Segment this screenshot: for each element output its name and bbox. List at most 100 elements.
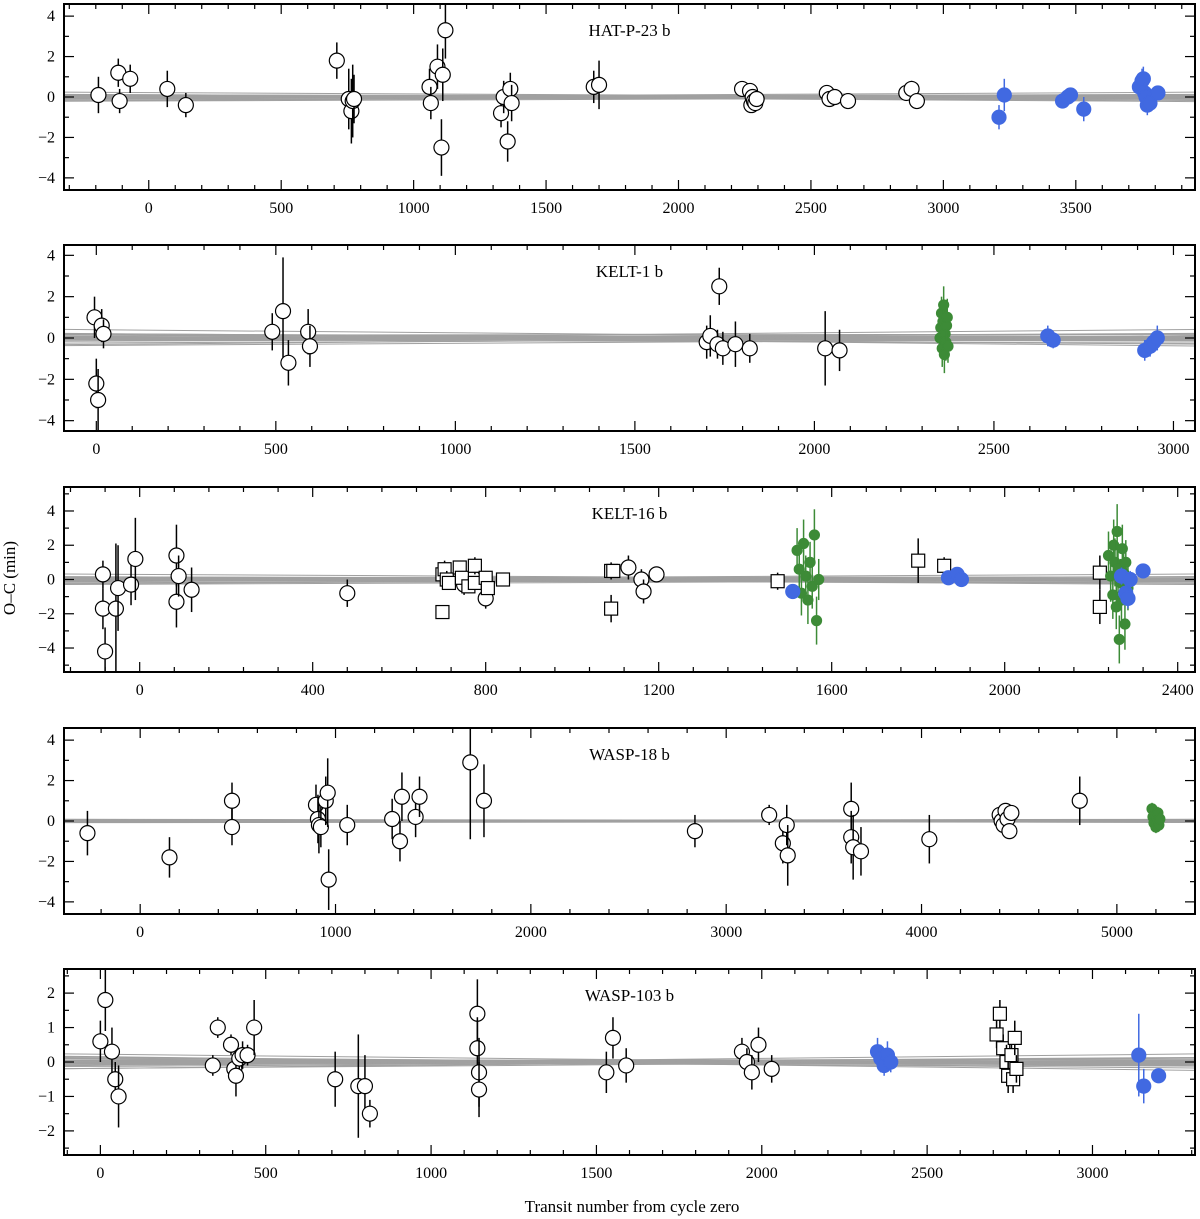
y-tick-label: 0 (47, 89, 55, 106)
y-tick-label: 2 (47, 773, 55, 790)
data-point-circle (797, 537, 810, 550)
data-point-circle (604, 1029, 622, 1046)
panel-title: HAT-P-23 b (588, 21, 670, 40)
y-tick-label: −2 (38, 129, 55, 146)
data-point-square (435, 604, 450, 620)
data-point-circle (711, 278, 728, 295)
data-point-circle (761, 806, 778, 824)
data-point-square (480, 580, 495, 596)
data-point-circle (785, 583, 801, 600)
data-point-circle (996, 87, 1012, 103)
data-point-circle (107, 600, 125, 617)
y-tick-label: −4 (38, 413, 55, 430)
data-point-circle (686, 823, 704, 840)
x-tick-label: 1000 (415, 1165, 447, 1182)
y-tick-label: −4 (38, 640, 55, 657)
data-point-circle (763, 1060, 780, 1077)
data-point-circle (239, 1047, 256, 1064)
data-point-square (992, 1006, 1007, 1021)
y-tick-label: −4 (38, 170, 55, 187)
panel-2: 0 500 1000 1500 2000 2500 3000 −4 −2 0 2 4 KELT-1 b (38, 244, 1196, 458)
data-point-circle (618, 1057, 635, 1074)
x-tick-label: 2500 (795, 200, 827, 217)
panel-title: WASP-103 b (585, 986, 674, 1005)
data-point-circle (1135, 71, 1151, 87)
data-point-circle (1120, 556, 1132, 568)
data-point-circle (94, 566, 112, 583)
data-point-circle (590, 76, 608, 93)
data-point-circle (1003, 804, 1020, 822)
x-tick-label: 4000 (906, 924, 938, 941)
data-point-circle (883, 1054, 899, 1070)
data-point-circle (1136, 1078, 1152, 1094)
data-point-circle (96, 643, 114, 660)
data-point-circle (274, 303, 292, 320)
data-point-square (1092, 599, 1107, 615)
plot-area (64, 728, 1195, 910)
x-tick-label: 0 (92, 441, 100, 458)
data-point-circle (1131, 1047, 1147, 1063)
data-point-circle (361, 1105, 378, 1122)
data-point-circle (748, 90, 765, 108)
data-point-circle (79, 825, 96, 842)
data-point-circle (1135, 563, 1151, 579)
data-point-circle (407, 808, 424, 826)
data-point-circle (727, 336, 744, 353)
data-point-circle (384, 810, 401, 828)
data-point-circle (227, 1067, 245, 1084)
y-tick-label: 4 (47, 8, 55, 25)
data-point-circle (433, 139, 450, 156)
data-point-circle (817, 340, 834, 357)
x-tick-label: 0 (145, 200, 153, 217)
data-point-circle (1045, 332, 1061, 348)
data-point-circle (470, 1081, 488, 1098)
panel-3: 0 400 800 1200 1600 2000 2400 −4 −2 0 2 4 KELT-16 b (38, 486, 1196, 699)
data-point-circle (492, 105, 510, 122)
y-tick-label: −4 (38, 894, 55, 911)
data-point-circle (1151, 1068, 1167, 1084)
data-point-circle (97, 991, 114, 1009)
data-point-circle (95, 325, 112, 342)
data-point-square (1009, 1061, 1024, 1076)
data-point-circle (806, 580, 818, 592)
y-tick-label: 4 (47, 247, 55, 264)
panel-title: KELT-16 b (592, 504, 668, 523)
data-point-circle (356, 1078, 374, 1095)
data-point-circle (92, 1033, 109, 1050)
data-point-circle (222, 1036, 240, 1053)
data-point-circle (437, 22, 454, 39)
data-point-circle (339, 585, 356, 602)
x-tick-label: 2000 (663, 200, 695, 217)
panel-1: 0 500 1000 1500 2000 2500 3000 3500 −4 −2 0 2 4 HAT-P… (38, 3, 1196, 217)
data-point-square (495, 572, 511, 587)
data-point-circle (280, 354, 297, 371)
data-point-circle (90, 391, 107, 409)
data-point-circle (953, 571, 970, 588)
x-tick-label: 1000 (439, 441, 471, 458)
data-point-circle (462, 754, 479, 771)
data-point-circle (122, 576, 140, 593)
data-point-circle (168, 547, 185, 564)
data-point-circle (750, 1036, 767, 1053)
x-tick-label: 1500 (530, 200, 562, 217)
x-tick-label: 2000 (746, 1165, 778, 1182)
data-point-circle (941, 311, 953, 323)
x-tick-label: 3500 (1060, 200, 1092, 217)
x-tick-label: 1000 (320, 924, 352, 941)
model-line (64, 573, 1195, 581)
x-tick-label: 1500 (619, 441, 651, 458)
data-point-circle (177, 96, 194, 114)
x-tick-label: 500 (269, 200, 293, 217)
data-point-circle (264, 323, 281, 340)
y-axis-label: O–C (min) (0, 541, 19, 615)
data-point-circle (1122, 571, 1138, 588)
data-point-circle (1111, 525, 1123, 538)
x-axis-label: Transit number from cycle zero (525, 1197, 740, 1216)
y-tick-label: −2 (38, 606, 55, 623)
y-tick-label: 0 (47, 813, 55, 830)
data-point-circle (1120, 590, 1136, 606)
data-point-circle (88, 375, 105, 392)
x-tick-label: 0 (136, 682, 144, 699)
y-tick-label: 0 (47, 1054, 55, 1071)
